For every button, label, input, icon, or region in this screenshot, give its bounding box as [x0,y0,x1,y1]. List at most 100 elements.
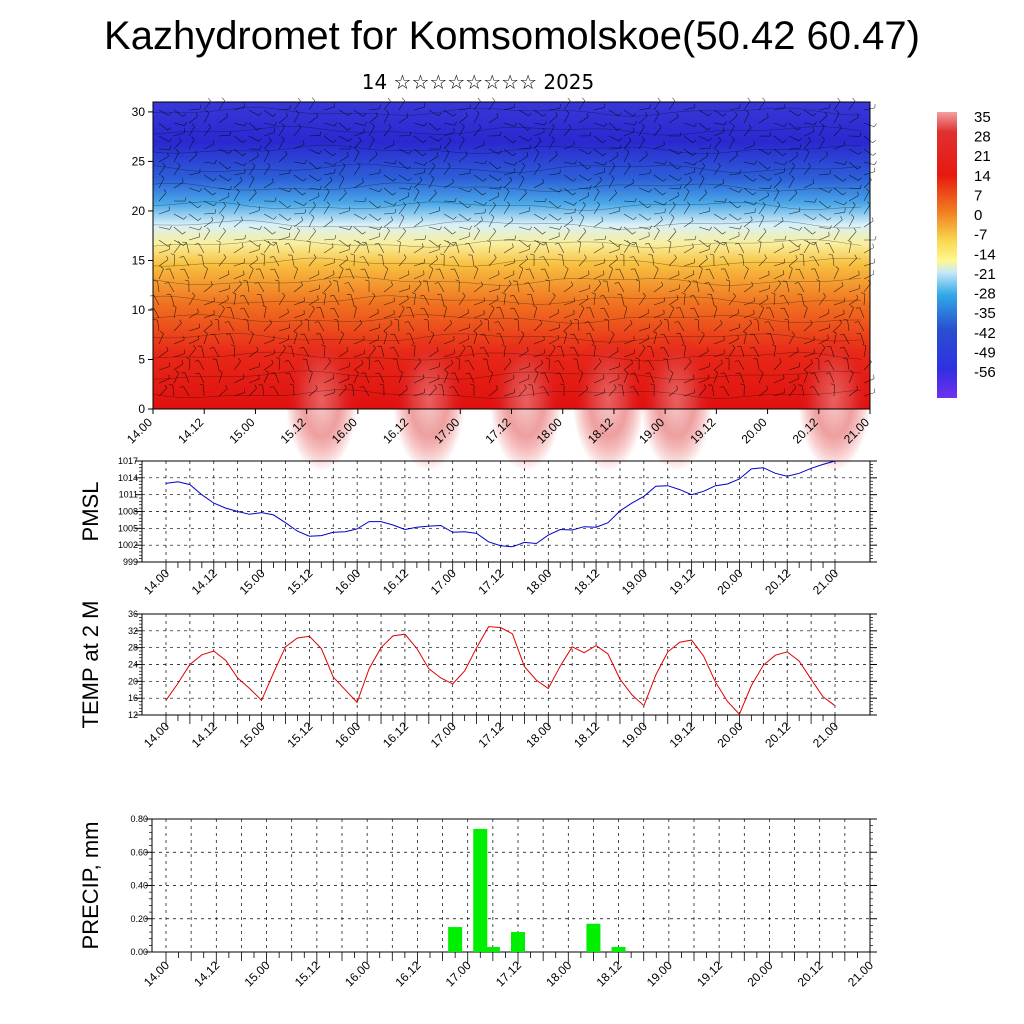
x-tick-label-0: 14.00 [141,958,172,989]
x-tick-label-4: 16.00 [342,958,373,989]
x-tick-label-9: 18.12 [571,719,602,750]
colorbar-label-7: -14 [974,246,996,263]
x-tick-label-14: 21.00 [810,566,841,597]
y-tick-label-1: 0.20 [130,914,148,924]
x-tick-label-13: 20.12 [762,566,793,597]
x-tick-label-6: 17.00 [428,719,459,750]
x-tick-label-14: 21.00 [845,958,876,989]
x-tick-label-5: 16.12 [380,719,411,750]
colorbar-label-0: 35 [974,109,991,126]
y-tick-label-2: 1005 [118,523,138,533]
x-tick-label-12: 20.00 [744,958,775,989]
plot-frame [141,460,871,563]
x-tick-label-11: 19.12 [667,566,698,597]
y-tick-label-3: 24 [128,660,138,670]
y-tick-label-1: 1002 [118,540,138,550]
wind-barbs [149,97,877,397]
precip-panel: 0.00 0.20 0.40 0.60 0.80 14.00 14.12 15.00 15.12… [78,814,877,989]
colorbar-label-4: 7 [974,187,982,204]
colorbar-label-10: -35 [974,305,996,322]
y-tick-label-2: 10 [132,303,146,317]
y-tick-label-0: 12 [128,710,138,720]
colorbar-strip [937,112,957,398]
series-line [165,460,836,548]
x-tick-label-3: 15.12 [284,719,315,750]
x-tick-label-8: 18.00 [543,958,574,989]
y-tick-label-5: 32 [128,626,138,636]
isotherm-12 [152,163,862,173]
y-tick-label-4: 20 [132,204,146,218]
precip-bar-1 [473,828,488,952]
y-tick-label-2: 0.40 [130,881,148,891]
x-tick-label-10: 19.00 [619,566,650,597]
isotherm-0 [152,389,862,399]
warm-core-0 [285,331,358,471]
x-tick-label-0: 14.00 [124,415,155,446]
x-tick-label-8: 18.00 [523,719,554,750]
colorbar-label-1: 28 [974,129,991,146]
series-line [165,626,836,716]
x-tick-label-3: 15.12 [292,958,323,989]
x-tick-label-12: 20.00 [739,415,770,446]
y-tick-label-4: 28 [128,643,138,653]
x-tick-label-4: 16.00 [332,719,363,750]
warm-core-4 [640,331,713,471]
y-tick-label-4: 1011 [119,490,138,500]
x-tick-label-9: 18.12 [571,566,602,597]
x-tick-label-12: 20.00 [714,719,745,750]
colorbar-label-13: -56 [974,364,996,381]
x-tick-label-1: 14.12 [175,415,206,446]
y-axis-label: PMSL [78,482,103,542]
chart-subtitle: 14 ☆☆☆☆☆☆☆☆ 2025 [361,70,595,94]
isotherm-1 [152,370,862,380]
y-tick-label-5: 25 [132,154,146,168]
y-axis-label: TEMP at 2 M [78,601,103,729]
isotherm-2 [152,351,862,362]
isotherm-6 [152,276,862,286]
isotherm-8 [152,238,862,249]
x-tick-label-13: 20.12 [762,719,793,750]
x-tick-label-2: 15.00 [226,415,257,446]
x-tick-label-2: 15.00 [237,719,268,750]
x-tick-label-3: 15.12 [284,566,315,597]
isotherm-9 [152,220,862,230]
isotherm-5 [152,295,862,305]
precip-bar-3 [511,932,525,952]
x-tick-label-7: 17.12 [475,566,506,597]
x-tick-label-10: 19.00 [644,958,675,989]
y-tick-label-3: 0.60 [130,847,148,857]
x-tick-label-0: 14.00 [141,566,172,597]
chart-title: Kazhydromet for Komsomolskoe(50.42 60.47… [104,14,920,58]
colorbar-label-5: 0 [974,207,982,224]
x-tick-label-14: 21.00 [810,719,841,750]
precip-bar-4 [586,923,601,952]
colorbar-label-2: 21 [974,148,991,165]
y-tick-label-1: 5 [138,352,145,366]
x-tick-label-8: 18.00 [523,566,554,597]
temp-panel: 12 16 20 24 28 32 36 14.00 14.12 15.00 15.12 16.00 1… [78,601,877,750]
colorbar: 35 28 21 14 7 0 -7 -14 -21 -28 -35 -42 -49 -56 [937,109,996,398]
y-tick-label-6: 30 [132,105,146,119]
x-tick-label-10: 19.00 [619,719,650,750]
isotherm-4 [152,314,861,324]
x-tick-label-2: 15.00 [237,566,268,597]
plot-frame [141,613,871,716]
precip-bar-2 [485,947,500,952]
y-tick-label-6: 1017 [118,456,138,466]
y-tick-label-5: 1014 [118,473,138,483]
isotherm-15 [152,107,862,117]
y-tick-label-2: 20 [128,676,138,686]
warm-core-3 [572,331,645,471]
y-tick-label-0: 0.00 [130,947,148,957]
x-tick-label-1: 14.12 [189,719,220,750]
colorbar-label-6: -7 [974,227,987,244]
x-tick-label-12: 20.00 [714,566,745,597]
y-axis-label: PRECIP, mm [78,822,103,950]
y-tick-label-1: 16 [128,693,138,703]
colorbar-label-12: -49 [974,344,996,361]
y-tick-label-0: 999 [123,557,138,567]
x-tick-label-5: 16.12 [380,566,411,597]
warm-core-2 [489,331,562,471]
